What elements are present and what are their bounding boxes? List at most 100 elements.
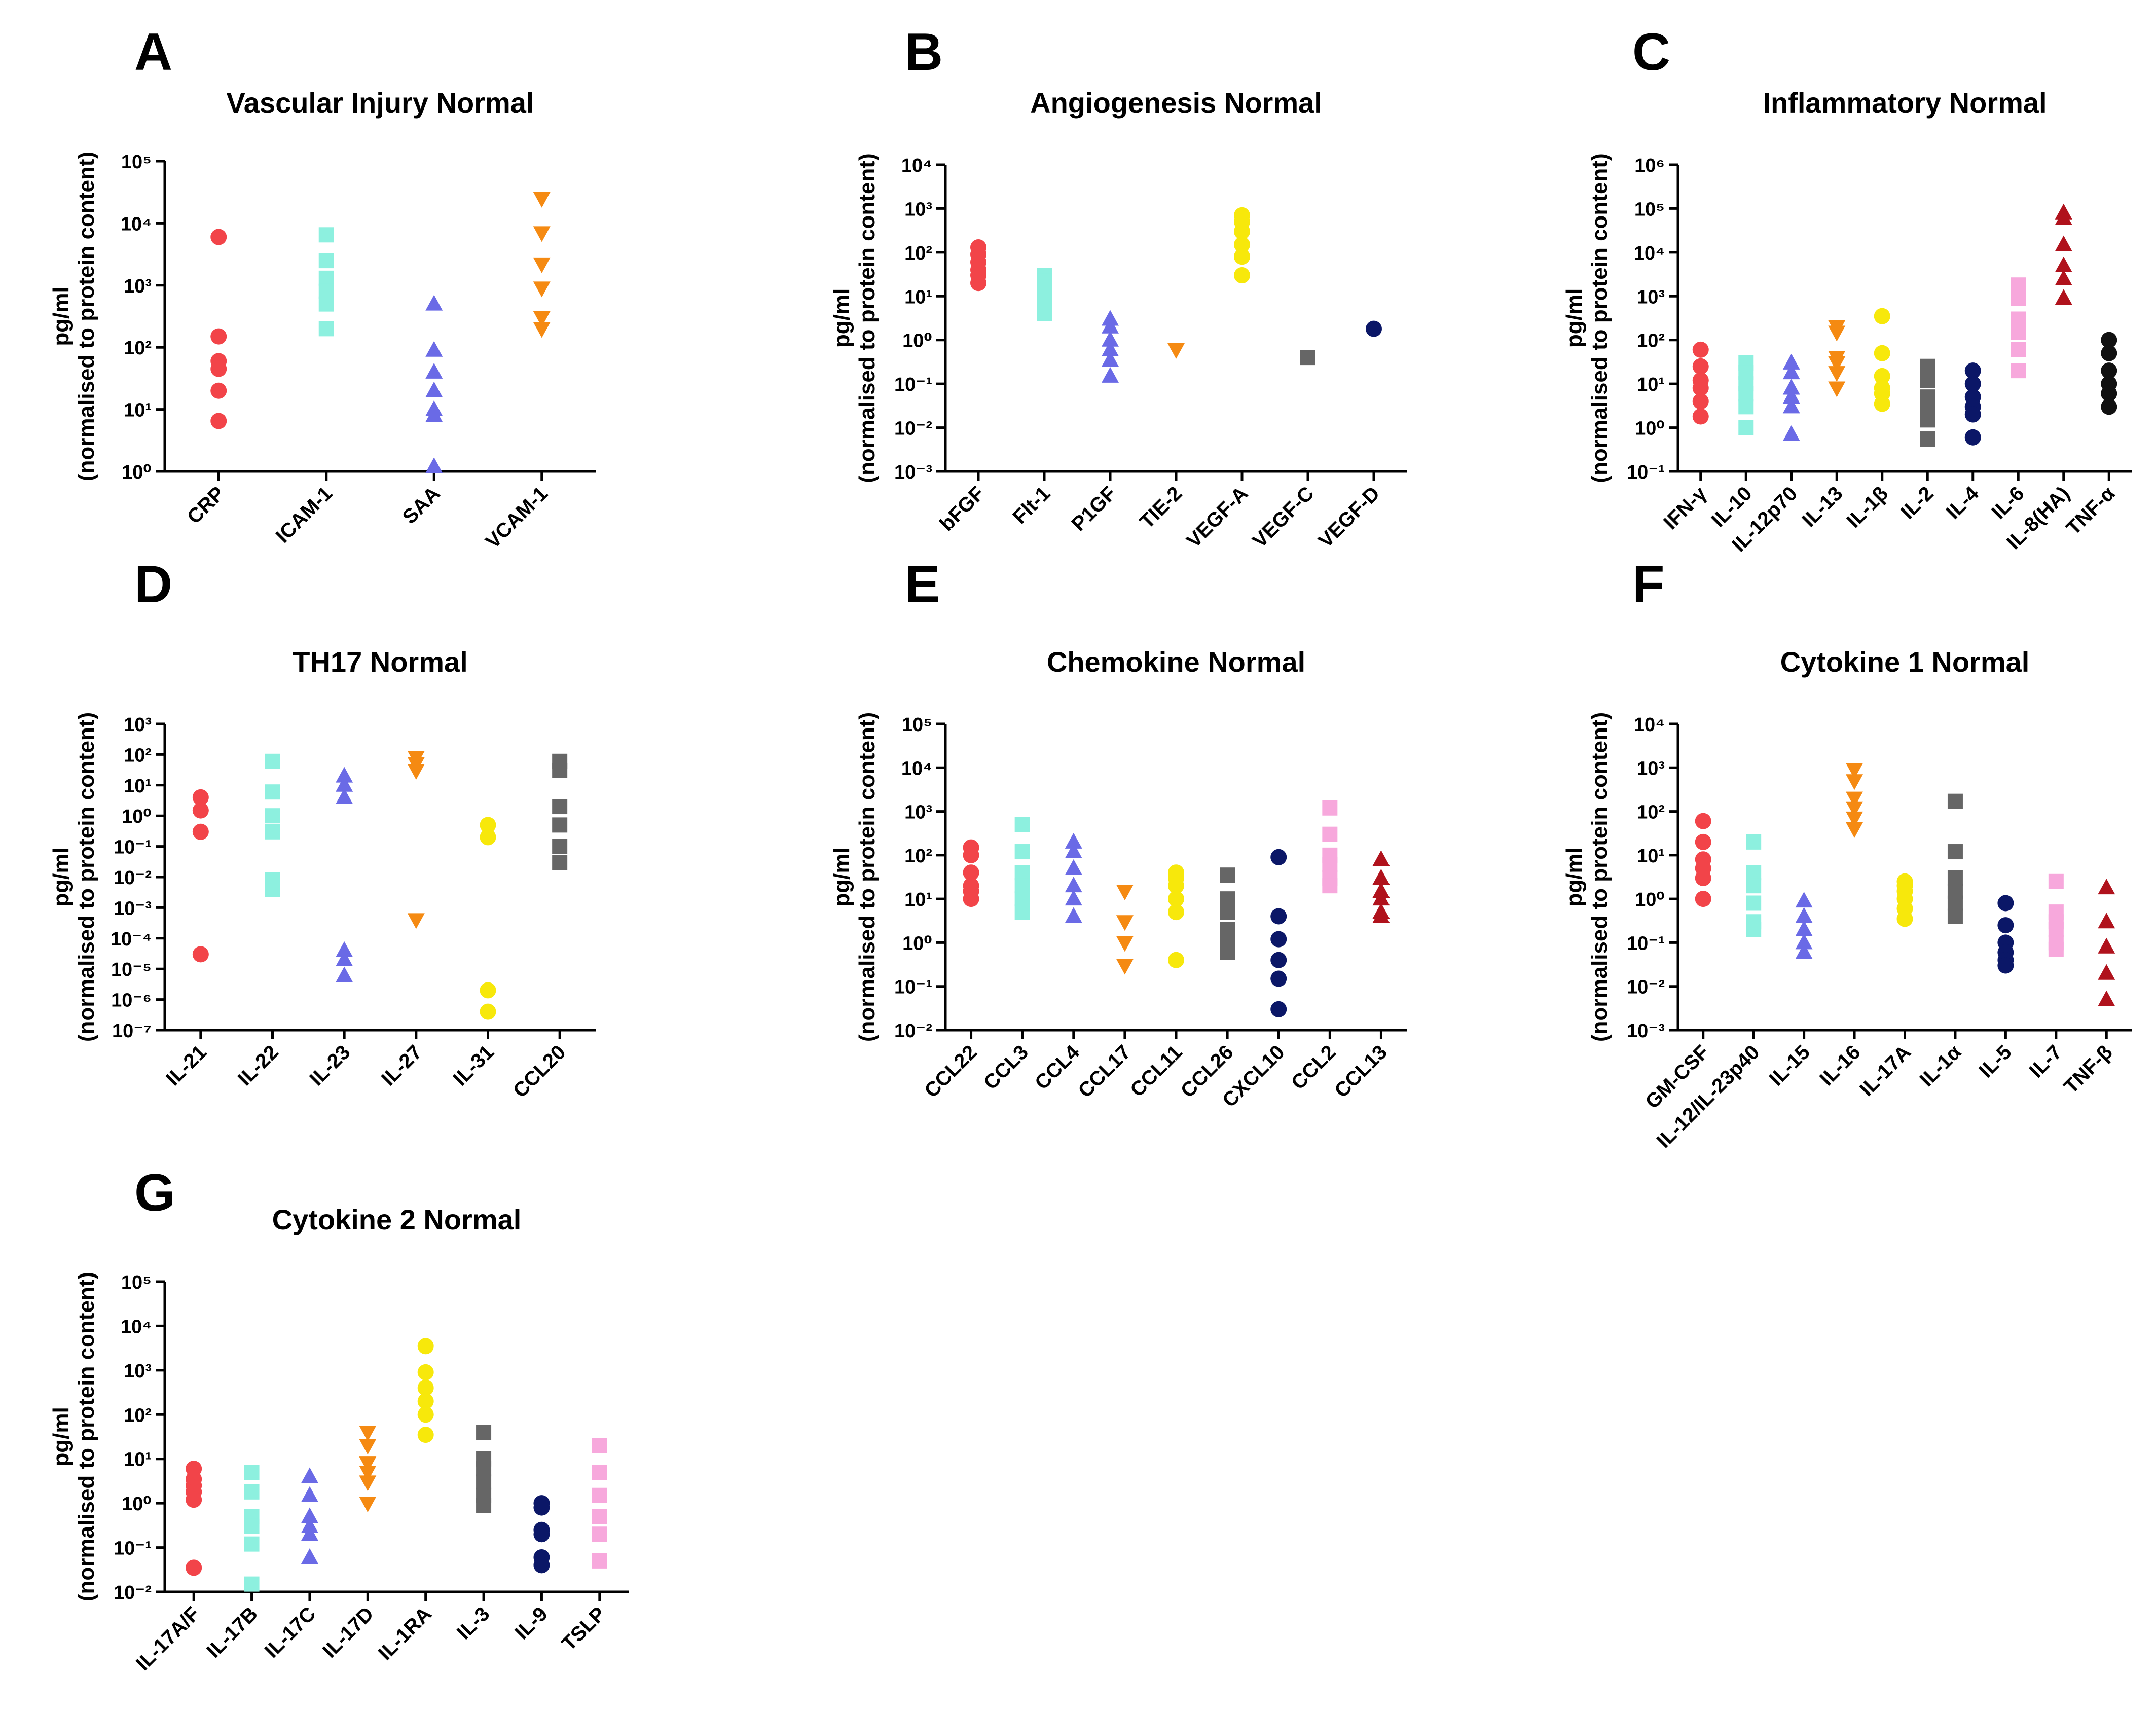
data-point <box>265 753 280 769</box>
panel-letter: C <box>1632 23 1670 82</box>
y-tick-label: 10⁰ <box>1635 889 1665 910</box>
x-tick-label: IL-17D <box>318 1602 378 1662</box>
data-point <box>336 788 353 804</box>
data-point <box>186 1491 202 1508</box>
series-GM-CSF <box>1695 813 1711 907</box>
panel-letter: B <box>905 23 943 82</box>
data-point <box>592 1487 607 1503</box>
y-axis-label-line1: pg/ml <box>1562 288 1587 348</box>
x-tick-label: IL-27 <box>377 1041 426 1090</box>
panel-e: E Chemokine Normal 10⁻² 10⁻¹ 10⁰ 10¹ 10² 10³ 10⁴… <box>829 555 1407 1112</box>
y-tick-label: 10⁻³ <box>894 462 932 483</box>
series-SAA <box>425 295 443 473</box>
data-point <box>1920 399 1935 415</box>
series-TSLP <box>592 1438 607 1569</box>
y-tick-label: 10⁵ <box>902 714 932 736</box>
data-point <box>265 808 280 824</box>
x-tick-label: CCL20 <box>509 1041 570 1102</box>
y-tick-label: 10² <box>124 745 152 766</box>
series-VEGF-C <box>1300 350 1315 366</box>
data-point <box>1746 878 1762 894</box>
data-point <box>2098 964 2115 980</box>
y-tick-label: 10⁻⁶ <box>111 990 152 1011</box>
series-IL-9 <box>533 1495 550 1574</box>
series-IL-12p70 <box>1782 353 1800 441</box>
data-point <box>425 457 443 473</box>
data-point <box>533 1526 550 1543</box>
y-axis-label-line1: pg/ml <box>1562 847 1587 906</box>
data-point <box>2048 922 2064 937</box>
data-point <box>2055 289 2072 305</box>
data-point <box>1828 381 1846 397</box>
x-tick-label: CCL22 <box>920 1041 981 1102</box>
data-point <box>1102 367 1119 383</box>
data-point <box>1746 834 1762 850</box>
data-point <box>1065 907 1082 923</box>
data-point <box>592 1438 607 1453</box>
x-tick-label: IL-4 <box>1942 482 1984 524</box>
y-tick-label: 10⁴ <box>901 758 932 779</box>
data-point <box>1220 904 1235 920</box>
y-tick-label: 10⁵ <box>121 152 152 173</box>
y-axis-label-line2: (normalised to protein content) <box>1587 712 1612 1042</box>
data-point <box>1828 325 1846 342</box>
series-IL-8(HA) <box>2055 203 2072 305</box>
y-tick-label: 10⁻³ <box>1627 1021 1665 1042</box>
data-point <box>417 1393 434 1409</box>
y-tick-label: 10⁴ <box>121 1316 152 1337</box>
y-tick-label: 10² <box>124 1405 152 1426</box>
y-tick-label: 10⁻² <box>114 1582 152 1604</box>
data-point <box>1116 936 1134 952</box>
panel-b: B Angiogenesis Normal 10⁻³ 10⁻² 10⁻¹ 10⁰ 10¹ 10… <box>829 23 1407 552</box>
data-point <box>210 229 227 245</box>
y-axis-label-line1: pg/ml <box>49 847 74 906</box>
series-CXCL10 <box>1270 849 1287 1017</box>
x-tick-label: SAA <box>398 482 445 528</box>
y-axis-label-line2: (normalised to protein content) <box>74 712 99 1042</box>
data-point <box>265 824 280 840</box>
chart-title: TH17 Normal <box>293 646 467 678</box>
data-point <box>2098 879 2115 895</box>
chart-title: Inflammatory Normal <box>1763 87 2047 119</box>
panel-letter: A <box>134 23 172 82</box>
panel-letter: G <box>134 1163 175 1222</box>
x-tick-label: IL-15 <box>1765 1041 1814 1090</box>
data-point <box>336 941 353 957</box>
series-IL-17A/F <box>186 1461 202 1576</box>
data-point <box>301 1548 318 1564</box>
x-tick-label: bFGF <box>935 482 989 535</box>
data-point <box>1065 843 1082 859</box>
data-point <box>1168 952 1184 968</box>
data-point <box>1782 353 1800 370</box>
series-CCL22 <box>963 839 979 907</box>
data-point <box>417 1338 434 1355</box>
y-tick-label: 10⁴ <box>901 155 932 176</box>
data-point <box>1234 236 1250 253</box>
data-point <box>1795 920 1813 936</box>
data-point <box>1874 368 1890 384</box>
data-point <box>417 1364 434 1380</box>
x-tick-label: P1GF <box>1067 482 1120 535</box>
data-point <box>480 817 496 833</box>
y-axis-label-line1: pg/ml <box>49 286 74 346</box>
y-axis-label-line1: pg/ml <box>829 847 854 906</box>
data-point <box>1695 833 1711 850</box>
x-tick-label: IL-17B <box>202 1602 262 1662</box>
data-point <box>1782 425 1800 441</box>
data-point <box>1116 959 1134 975</box>
data-point <box>1947 895 1963 911</box>
data-point <box>1738 399 1754 415</box>
data-point <box>2055 209 2072 225</box>
data-point <box>359 1497 377 1513</box>
chart-title: Cytokine 2 Normal <box>272 1204 522 1235</box>
data-point <box>533 322 551 338</box>
y-tick-label: 10⁻⁴ <box>111 929 152 950</box>
data-point <box>2098 990 2115 1006</box>
data-point <box>425 381 443 397</box>
data-point <box>1220 944 1235 960</box>
series-TNF-α <box>2101 332 2117 415</box>
y-tick-label: 10³ <box>124 1361 152 1382</box>
panel-letter: E <box>905 555 940 614</box>
data-point <box>359 1475 377 1491</box>
x-tick-label: IL-9 <box>510 1602 552 1644</box>
